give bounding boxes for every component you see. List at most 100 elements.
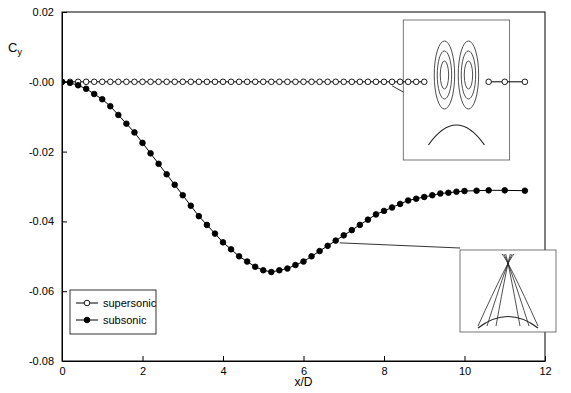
legend: supersonicsubsonic: [70, 290, 157, 334]
data-point: [381, 208, 387, 214]
data-point: [269, 269, 275, 275]
data-point: [140, 140, 146, 146]
data-point: [172, 79, 178, 85]
data-point: [301, 79, 307, 85]
data-point: [269, 79, 275, 85]
x-tick-mark: [143, 356, 144, 361]
y-tick: -0.04: [29, 215, 67, 227]
data-point: [91, 79, 97, 85]
chart: 024681012-0.08-0.06-0.04-0.02-0.000.02x/…: [0, 0, 571, 393]
data-point: [124, 121, 130, 127]
data-point: [502, 79, 508, 85]
data-point: [309, 79, 315, 85]
data-point: [196, 79, 202, 85]
y-tick-mark: [62, 361, 67, 362]
data-point: [502, 188, 508, 194]
data-point: [204, 222, 210, 228]
x-tick-label: 2: [140, 365, 146, 377]
data-point: [397, 201, 403, 207]
y-tick-label: 0.02: [33, 6, 54, 18]
x-tick-mark: [223, 356, 224, 361]
y-tick-label: -0.04: [29, 215, 54, 227]
data-point: [373, 212, 379, 218]
data-point: [124, 79, 130, 85]
data-point: [260, 79, 266, 85]
x-tick: 10: [459, 356, 471, 377]
data-point: [301, 259, 307, 265]
data-point: [413, 196, 419, 202]
x-tick-label: 4: [220, 365, 226, 377]
y-tick-mark: [62, 291, 67, 292]
data-point: [212, 231, 218, 237]
data-point: [389, 79, 395, 85]
data-point: [309, 253, 315, 259]
data-point: [180, 79, 186, 85]
y-tick-mark: [62, 221, 67, 222]
y-tick-mark: [62, 12, 67, 13]
data-point: [108, 79, 114, 85]
x-tick-mark: [465, 356, 466, 361]
data-point: [116, 79, 122, 85]
x-tick-mark: [304, 356, 305, 361]
data-point: [204, 79, 210, 85]
data-point: [285, 266, 291, 272]
x-tick: 2: [140, 356, 146, 377]
y-axis: -0.08-0.06-0.04-0.02-0.000.02: [29, 6, 67, 367]
y-tick-label: -0.02: [29, 146, 54, 158]
data-point: [277, 79, 283, 85]
legend-marker: [84, 300, 90, 306]
x-tick-label: 12: [539, 365, 551, 377]
y-axis-title: Cy: [8, 40, 22, 57]
data-point: [522, 79, 528, 85]
y-tick-mark: [62, 152, 67, 153]
data-point: [164, 79, 170, 85]
data-point: [522, 188, 528, 194]
data-point: [349, 227, 355, 233]
data-point: [389, 205, 395, 211]
inset-supersonic: [403, 20, 509, 160]
data-point: [293, 262, 299, 268]
legend-marker: [84, 317, 90, 323]
x-axis: 024681012: [59, 356, 551, 377]
data-point: [454, 189, 460, 195]
data-point: [373, 79, 379, 85]
data-point: [405, 198, 411, 204]
y-tick: -0.02: [29, 146, 67, 158]
y-tick-label: -0.06: [29, 285, 54, 297]
x-tick: 4: [220, 356, 226, 377]
legend-box: [70, 290, 156, 334]
data-point: [317, 248, 323, 254]
data-point: [285, 79, 291, 85]
data-point: [486, 79, 492, 85]
data-point: [333, 79, 339, 85]
x-tick-label: 10: [459, 365, 471, 377]
data-point: [196, 213, 202, 219]
data-point: [236, 79, 242, 85]
data-point: [62, 79, 65, 85]
data-point: [260, 267, 266, 273]
data-point: [325, 243, 331, 249]
data-point: [430, 192, 436, 198]
data-point: [413, 79, 419, 85]
data-point: [252, 264, 258, 270]
data-point: [357, 222, 363, 228]
data-point: [67, 80, 73, 86]
data-point: [325, 79, 331, 85]
data-point: [317, 79, 323, 85]
data-point: [244, 79, 250, 85]
data-point: [228, 247, 234, 253]
inset-pointer: [392, 86, 403, 92]
data-point: [341, 79, 347, 85]
data-point: [132, 130, 138, 136]
data-point: [132, 79, 138, 85]
data-point: [148, 151, 154, 157]
data-point: [188, 79, 194, 85]
x-tick: 12: [539, 356, 551, 377]
data-point: [236, 253, 242, 259]
data-point: [116, 112, 122, 118]
data-point: [108, 103, 114, 109]
x-tick-label: 8: [381, 365, 387, 377]
y-tick-label: -0.08: [29, 355, 54, 367]
data-point: [164, 171, 170, 177]
data-point: [62, 79, 65, 85]
